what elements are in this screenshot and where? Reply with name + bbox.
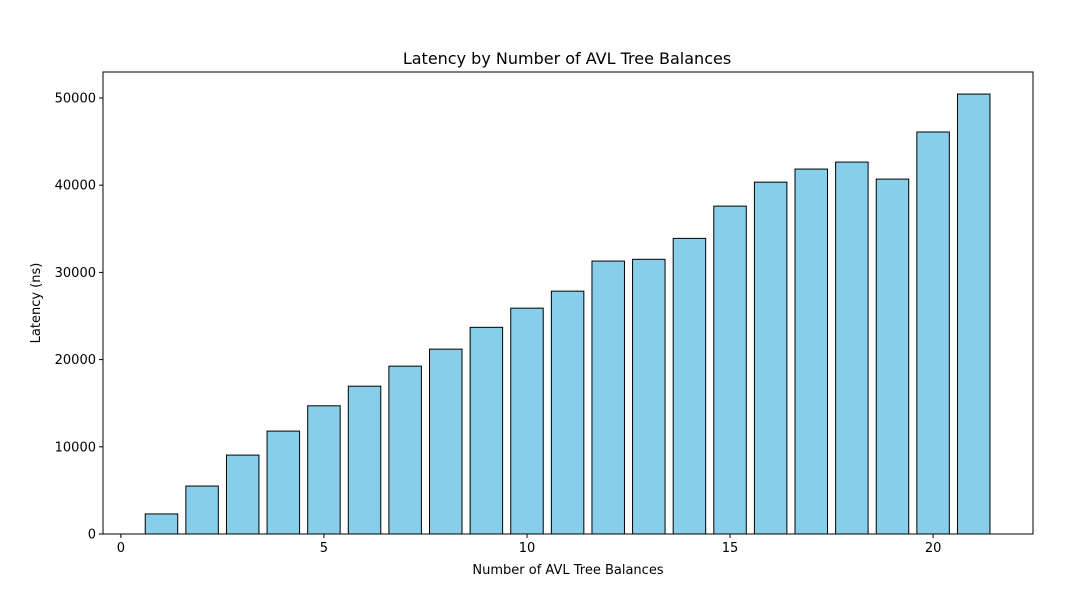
x-axis-label: Number of AVL Tree Balances	[472, 563, 663, 578]
bar	[835, 161, 869, 535]
bar	[632, 258, 666, 535]
bar	[956, 93, 991, 535]
bar	[672, 237, 707, 535]
x-tick-label: 0	[117, 541, 125, 556]
y-tick-label: 10000	[55, 440, 96, 455]
y-tick-label: 50000	[55, 91, 96, 106]
bar	[347, 385, 382, 535]
bar	[753, 181, 788, 535]
plot-frame	[102, 71, 1034, 535]
bar	[307, 405, 341, 535]
x-tick-label: 5	[320, 541, 328, 556]
bar	[510, 307, 544, 535]
chart-title: Latency by Number of AVL Tree Balances	[403, 49, 731, 68]
bar	[794, 168, 829, 535]
bar	[916, 131, 950, 535]
bar	[591, 260, 625, 535]
y-tick-label: 40000	[55, 179, 96, 194]
bar	[469, 326, 504, 535]
y-tick-label: 30000	[55, 266, 96, 281]
bar	[713, 205, 747, 535]
bar	[185, 485, 219, 535]
y-tick-label: 20000	[55, 353, 96, 368]
bar	[266, 430, 301, 535]
x-tick-label: 15	[722, 541, 739, 556]
bar	[429, 348, 463, 535]
bar	[550, 290, 585, 535]
x-tick-label: 20	[925, 541, 942, 556]
x-tick-label: 10	[519, 541, 536, 556]
bar	[225, 454, 260, 535]
bar	[875, 178, 910, 535]
bar	[388, 365, 422, 535]
bar	[144, 513, 179, 535]
y-axis-label: Latency (ns)	[29, 263, 44, 344]
y-tick-label: 0	[88, 528, 96, 543]
